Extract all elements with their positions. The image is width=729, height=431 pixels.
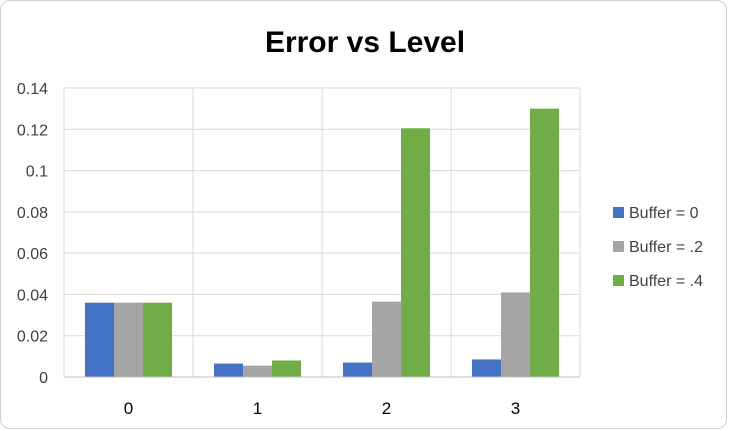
- bar: [371, 301, 402, 377]
- legend-swatch: [613, 207, 624, 218]
- legend-swatch: [613, 241, 624, 252]
- bar: [530, 108, 560, 378]
- y-tick-label: 0.02: [17, 329, 48, 346]
- bar: [213, 363, 243, 377]
- legend-swatch: [613, 275, 624, 286]
- x-tick-label: 0: [124, 399, 133, 418]
- axes: 0 0.02 0.04 0.06 0.08 0.1 0.12 0.14 0 1 2 3: [17, 81, 580, 418]
- bar: [143, 302, 173, 377]
- y-tick-label: 0.12: [17, 122, 48, 139]
- y-tick-label: 0.1: [26, 164, 48, 181]
- bar: [401, 128, 431, 377]
- legend: Buffer = 0 Buffer = .2 Buffer = .4: [613, 205, 703, 290]
- bar: [242, 365, 273, 377]
- y-tick-label: 0: [39, 370, 48, 387]
- y-tick-label: 0.14: [17, 81, 48, 98]
- bars: [84, 108, 560, 378]
- x-tick-label: 1: [253, 399, 262, 418]
- chart-title: Error vs Level: [265, 26, 465, 59]
- y-tick-label: 0.06: [17, 246, 48, 263]
- bar: [113, 302, 144, 377]
- bar: [84, 302, 114, 377]
- bar: [272, 360, 302, 377]
- legend-label: Buffer = .2: [629, 239, 703, 256]
- y-tick-label: 0.08: [17, 205, 48, 222]
- legend-label: Buffer = .4: [629, 273, 703, 290]
- bar: [500, 292, 531, 377]
- bar: [471, 359, 501, 377]
- legend-label: Buffer = 0: [629, 205, 699, 222]
- y-tick-label: 0.04: [17, 287, 48, 304]
- bar: [342, 362, 372, 377]
- x-tick-label: 3: [511, 399, 520, 418]
- x-tick-label: 2: [382, 399, 391, 418]
